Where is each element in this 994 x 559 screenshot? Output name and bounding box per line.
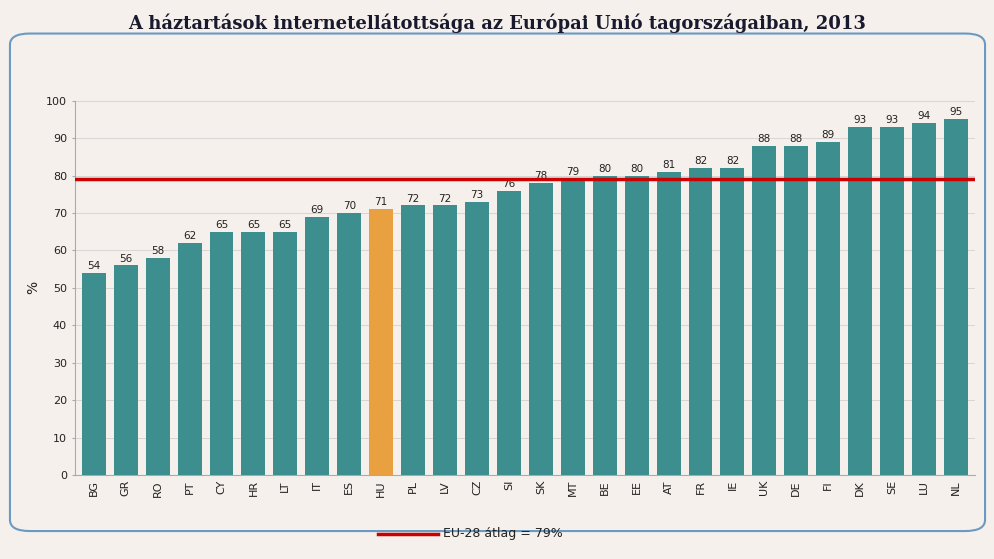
Bar bbox=[688, 168, 712, 475]
Text: 94: 94 bbox=[916, 111, 929, 121]
Text: 72: 72 bbox=[407, 193, 419, 203]
Text: 73: 73 bbox=[470, 190, 483, 200]
Bar bbox=[369, 209, 393, 475]
Bar bbox=[177, 243, 202, 475]
Text: EU-28 átlag = 79%: EU-28 átlag = 79% bbox=[442, 527, 562, 541]
Bar bbox=[592, 176, 616, 475]
Bar bbox=[783, 145, 807, 475]
Text: 65: 65 bbox=[215, 220, 228, 230]
Bar bbox=[82, 273, 105, 475]
Text: 82: 82 bbox=[725, 156, 739, 166]
Bar bbox=[815, 142, 839, 475]
Text: A háztartások internetellátottsága az Európai Unió tagországaiban, 2013: A háztartások internetellátottsága az Eu… bbox=[128, 14, 866, 34]
Text: 58: 58 bbox=[151, 246, 164, 256]
FancyBboxPatch shape bbox=[10, 34, 984, 531]
Text: 95: 95 bbox=[948, 107, 961, 117]
Bar bbox=[273, 231, 297, 475]
Bar bbox=[145, 258, 169, 475]
Bar bbox=[561, 179, 584, 475]
Text: 56: 56 bbox=[119, 254, 132, 263]
Text: 81: 81 bbox=[661, 160, 675, 170]
Text: 88: 88 bbox=[757, 134, 770, 144]
Bar bbox=[305, 217, 329, 475]
Bar bbox=[337, 213, 361, 475]
Text: 78: 78 bbox=[534, 171, 547, 181]
Bar bbox=[464, 202, 488, 475]
Bar bbox=[847, 127, 872, 475]
Text: 54: 54 bbox=[87, 261, 100, 271]
Bar bbox=[656, 172, 680, 475]
Bar bbox=[432, 206, 456, 475]
Text: 76: 76 bbox=[502, 179, 515, 188]
Text: 69: 69 bbox=[310, 205, 324, 215]
Bar bbox=[242, 231, 265, 475]
Bar bbox=[529, 183, 553, 475]
Text: 80: 80 bbox=[629, 164, 642, 174]
Bar bbox=[624, 176, 648, 475]
Text: 93: 93 bbox=[885, 115, 898, 125]
Text: 62: 62 bbox=[183, 231, 196, 241]
Text: 88: 88 bbox=[789, 134, 802, 144]
Text: 80: 80 bbox=[597, 164, 610, 174]
Bar bbox=[113, 266, 137, 475]
Text: 65: 65 bbox=[247, 220, 259, 230]
Text: 71: 71 bbox=[374, 197, 388, 207]
Bar bbox=[496, 191, 520, 475]
Y-axis label: %: % bbox=[27, 281, 41, 295]
Text: 89: 89 bbox=[821, 130, 834, 140]
Text: 72: 72 bbox=[438, 193, 451, 203]
Bar bbox=[401, 206, 424, 475]
Text: 79: 79 bbox=[566, 167, 579, 177]
Bar bbox=[210, 231, 234, 475]
Text: 65: 65 bbox=[278, 220, 291, 230]
Bar bbox=[880, 127, 904, 475]
Bar bbox=[911, 123, 935, 475]
Text: 82: 82 bbox=[693, 156, 707, 166]
Text: 70: 70 bbox=[342, 201, 356, 211]
Bar bbox=[751, 145, 775, 475]
Text: 93: 93 bbox=[853, 115, 866, 125]
Bar bbox=[943, 120, 967, 475]
Bar bbox=[720, 168, 744, 475]
